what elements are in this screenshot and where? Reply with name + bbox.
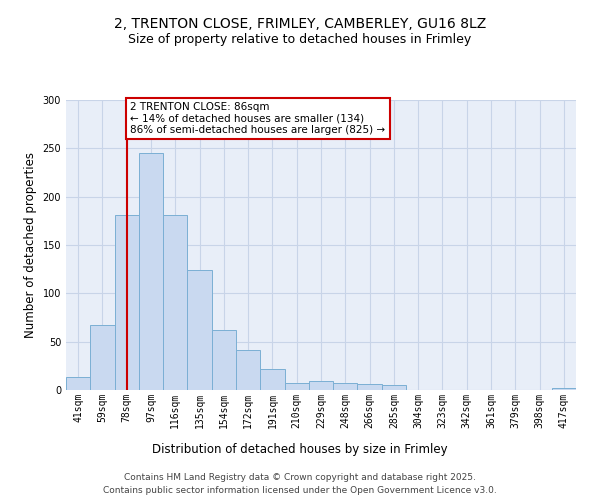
Bar: [115, 215, 139, 390]
Text: 2 TRENTON CLOSE: 86sqm
← 14% of detached houses are smaller (134)
86% of semi-de: 2 TRENTON CLOSE: 86sqm ← 14% of detached…: [130, 102, 385, 135]
Bar: [284, 383, 309, 390]
Bar: [163, 215, 187, 390]
Bar: [236, 350, 260, 390]
Bar: [139, 153, 163, 390]
Bar: [260, 368, 284, 390]
Text: Size of property relative to detached houses in Frimley: Size of property relative to detached ho…: [128, 32, 472, 46]
Bar: [212, 330, 236, 390]
Bar: [333, 383, 358, 390]
Y-axis label: Number of detached properties: Number of detached properties: [24, 152, 37, 338]
Bar: [382, 385, 406, 390]
Text: Contains HM Land Registry data © Crown copyright and database right 2025.
Contai: Contains HM Land Registry data © Crown c…: [103, 474, 497, 495]
Bar: [552, 388, 576, 390]
Bar: [90, 325, 115, 390]
Text: Distribution of detached houses by size in Frimley: Distribution of detached houses by size …: [152, 442, 448, 456]
Bar: [309, 382, 333, 390]
Bar: [187, 270, 212, 390]
Bar: [358, 384, 382, 390]
Text: 2, TRENTON CLOSE, FRIMLEY, CAMBERLEY, GU16 8LZ: 2, TRENTON CLOSE, FRIMLEY, CAMBERLEY, GU…: [114, 18, 486, 32]
Bar: [66, 378, 90, 390]
